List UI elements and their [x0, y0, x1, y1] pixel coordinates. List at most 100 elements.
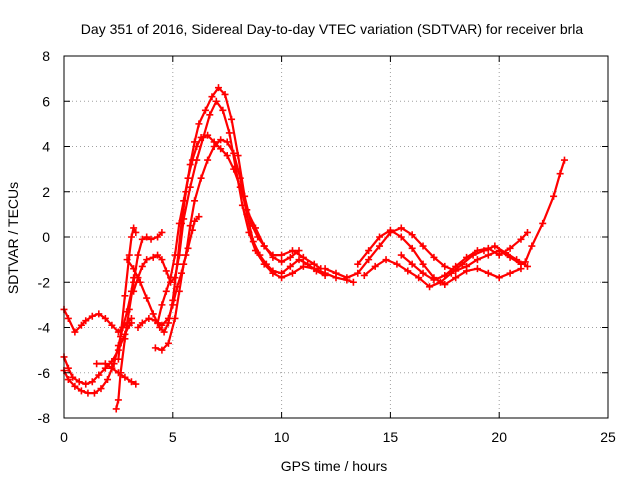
data-point: [452, 262, 460, 270]
data-point: [288, 247, 296, 255]
data-point: [134, 274, 142, 282]
y-tick-label: -2: [38, 274, 51, 290]
series-segment-j: [154, 131, 303, 327]
data-point: [397, 251, 405, 259]
data-point: [149, 253, 157, 261]
data-point: [138, 319, 146, 327]
data-point: [371, 262, 379, 270]
data-point: [441, 262, 449, 270]
data-point: [312, 267, 320, 275]
x-tick-label: 20: [491, 429, 507, 445]
series-segment-f: [114, 224, 140, 363]
y-tick-label: -8: [38, 410, 51, 426]
data-point: [101, 360, 109, 368]
data-series: [60, 84, 568, 413]
data-point: [219, 106, 227, 114]
data-point: [304, 260, 312, 268]
data-point: [430, 276, 438, 284]
data-point: [71, 328, 79, 336]
data-point: [117, 369, 125, 377]
data-point: [212, 97, 220, 105]
data-point: [121, 335, 129, 343]
data-point: [151, 344, 159, 352]
data-point: [82, 317, 90, 325]
data-point: [408, 244, 416, 252]
y-tick-label: 8: [42, 48, 50, 64]
data-point: [197, 133, 205, 141]
series-trace: [154, 215, 200, 352]
data-point: [441, 281, 449, 289]
data-point: [223, 138, 231, 146]
data-point: [138, 235, 146, 243]
data-point: [295, 247, 303, 255]
series-segment-k: [151, 213, 203, 354]
data-point: [473, 256, 481, 264]
data-point: [84, 389, 92, 397]
data-point: [134, 251, 142, 259]
data-point: [143, 233, 151, 241]
data-point: [260, 242, 268, 250]
data-point: [376, 242, 384, 250]
series-trace: [126, 86, 322, 334]
data-point: [365, 247, 373, 255]
data-point: [169, 301, 177, 309]
data-point: [114, 355, 122, 363]
data-point: [491, 242, 499, 250]
data-point: [149, 310, 157, 318]
data-point: [228, 115, 236, 123]
data-point: [175, 219, 183, 227]
data-point: [158, 301, 166, 309]
data-point: [132, 380, 140, 388]
x-tick-label: 0: [60, 429, 68, 445]
axis-ticks: [63, 55, 609, 419]
data-point: [441, 271, 449, 279]
data-point: [82, 380, 90, 388]
data-point: [299, 262, 307, 270]
data-point: [430, 253, 438, 261]
data-point: [127, 319, 135, 327]
data-point: [473, 247, 481, 255]
data-point: [158, 346, 166, 354]
data-point: [217, 145, 225, 153]
data-point: [88, 312, 96, 320]
x-tick-label: 15: [383, 429, 399, 445]
data-point: [204, 156, 212, 164]
data-point: [195, 213, 203, 221]
data-point: [143, 294, 151, 302]
data-point: [64, 376, 72, 384]
data-point: [145, 314, 153, 322]
data-point: [230, 149, 238, 157]
data-point: [256, 251, 264, 259]
data-point: [360, 271, 368, 279]
data-point: [408, 260, 416, 268]
data-point: [121, 292, 129, 300]
data-point: [158, 321, 166, 329]
data-point: [125, 305, 133, 313]
data-point: [295, 256, 303, 264]
data-point: [251, 224, 259, 232]
data-point: [354, 260, 362, 268]
data-point: [217, 136, 225, 144]
data-point: [143, 256, 151, 264]
data-point: [104, 376, 112, 384]
data-point: [408, 231, 416, 239]
data-point: [495, 251, 503, 259]
data-point: [127, 233, 135, 241]
data-point: [93, 360, 101, 368]
data-point: [136, 278, 144, 286]
data-point: [397, 233, 405, 241]
x-tick-label: 10: [274, 429, 290, 445]
data-point: [110, 360, 118, 368]
y-tick-label: 0: [42, 229, 50, 245]
data-point: [64, 314, 72, 322]
data-point: [349, 278, 357, 286]
data-point: [539, 219, 547, 227]
data-point: [191, 138, 199, 146]
data-point: [214, 84, 222, 92]
data-point: [230, 165, 238, 173]
data-point: [162, 287, 170, 295]
data-point: [180, 197, 188, 205]
data-point: [225, 129, 233, 137]
data-point: [386, 226, 394, 234]
data-point: [523, 228, 531, 236]
